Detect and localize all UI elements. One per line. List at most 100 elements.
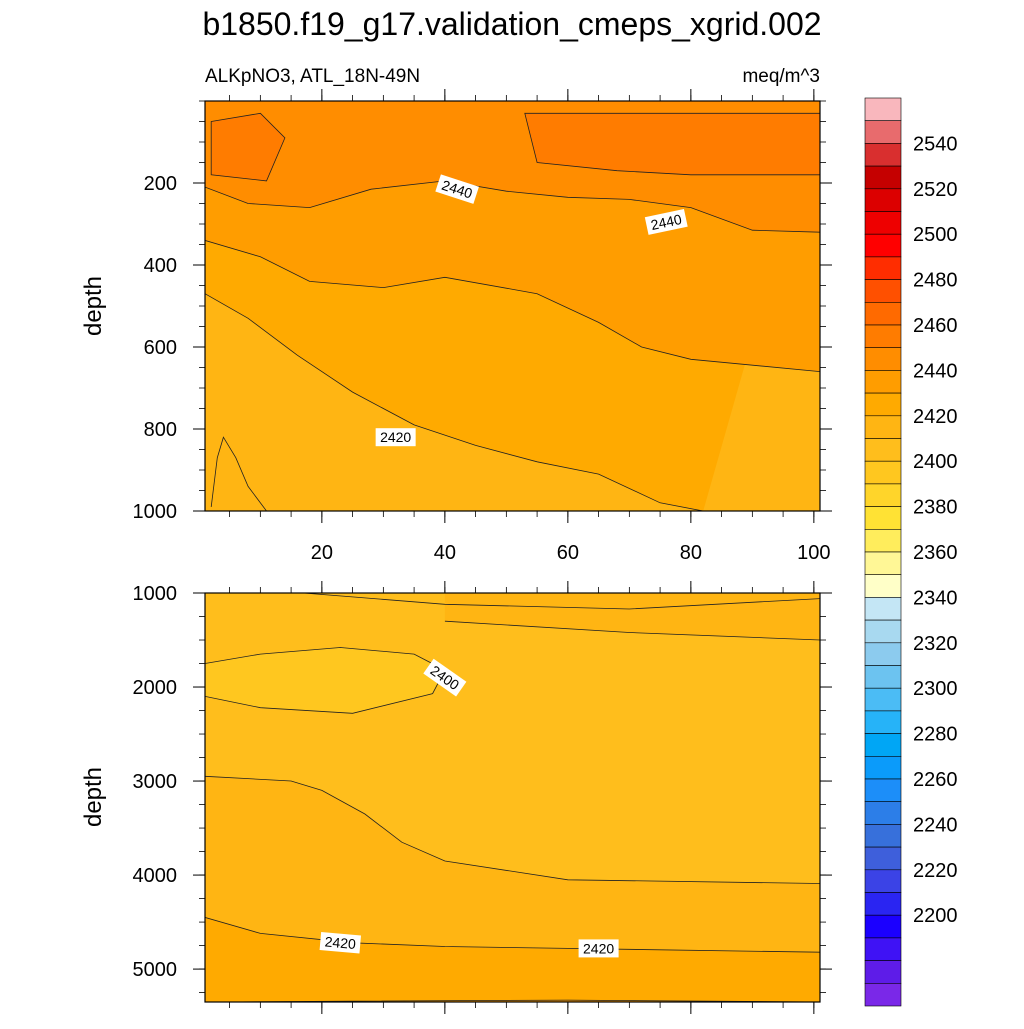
- colorbar: 2540 2520 2500 2480 2460 2440 2420 2400 2380 2360…: [864, 97, 958, 1007]
- y-tick-label: 2000: [133, 677, 178, 699]
- colorbar-swatch: [864, 824, 902, 848]
- contour-fill-core: [524, 113, 820, 175]
- colorbar-swatch: [864, 619, 902, 644]
- y-tick-label: 1000: [133, 501, 178, 523]
- colorbar-swatch: [864, 324, 902, 349]
- upper-panel: ALKpNO3, ATL_18N-49N meq/m^3 depth 24402…: [80, 66, 832, 564]
- colorbar-label: 2320: [913, 633, 958, 655]
- contour-fill-lens: [205, 647, 445, 714]
- colorbar-swatch: [864, 143, 902, 167]
- figure-title: b1850.f19_g17.validation_cmeps_xgrid.002: [202, 6, 821, 42]
- lower-panel: depth 2400 2420 2420 1000 2000 3000 4000 5000: [80, 581, 832, 1014]
- colorbar-swatch: [864, 233, 902, 258]
- colorbar-swatch: [864, 301, 902, 326]
- colorbar-swatch: [864, 347, 902, 371]
- colorbar-swatch: [864, 506, 902, 530]
- colorbar-swatch: [864, 982, 902, 1007]
- y-tick-label: 600: [144, 337, 177, 359]
- y-tick-label: 3000: [133, 771, 178, 793]
- colorbar-label: 2460: [913, 315, 958, 337]
- contour-fill-band: [444, 593, 820, 640]
- contour-line: [205, 180, 820, 233]
- colorbar-label: 2220: [913, 860, 958, 882]
- colorbar-label: 2280: [913, 724, 958, 746]
- colorbar-swatch: [864, 256, 902, 280]
- colorbar-swatch: [864, 392, 902, 417]
- colorbar-swatch: [864, 97, 902, 122]
- contour-line: [205, 293, 704, 511]
- y-axis-ticks: 1000 2000 3000 4000 5000: [133, 583, 832, 993]
- svg-text:2420: 2420: [583, 940, 614, 956]
- contour-fills: [205, 101, 820, 511]
- y-tick-label: 200: [144, 173, 177, 195]
- colorbar-swatch: [864, 892, 902, 916]
- colorbar-swatch: [864, 642, 902, 666]
- colorbar-swatch: [864, 914, 902, 939]
- x-axis-ticks: [229, 581, 815, 1014]
- contour-line: [210, 112, 286, 182]
- y-tick-label: 5000: [133, 959, 178, 981]
- colorbar-swatch: [864, 687, 902, 712]
- colorbar-swatch: [864, 755, 902, 780]
- contour-fill-low: [205, 437, 267, 511]
- contour-label: 2440: [644, 208, 688, 235]
- colorbar-swatch: [864, 528, 902, 553]
- contour-label: 2420: [578, 939, 619, 958]
- colorbar-swatch: [864, 188, 902, 212]
- colorbar-label: 2400: [913, 451, 958, 473]
- colorbar-swatch: [864, 733, 902, 757]
- colorbar-label: 2300: [913, 678, 958, 700]
- colorbar-label: 2340: [913, 587, 958, 609]
- colorbar-label: 2260: [913, 769, 958, 791]
- colorbar-swatch: [864, 120, 902, 144]
- colorbar-swatch: [864, 551, 902, 576]
- contour-line: [524, 112, 820, 176]
- contour-label: 2420: [375, 428, 416, 447]
- contour-line: [205, 775, 820, 884]
- colorbar-label: 2240: [913, 814, 958, 836]
- contour-label: 2420: [319, 932, 362, 954]
- colorbar-swatch: [864, 483, 902, 507]
- colorbar-label: 2200: [913, 905, 958, 927]
- colorbar-swatch: [864, 574, 902, 598]
- lower-plot-area: 2400 2420 2420 1000 2000 3000 4000 5000: [133, 581, 832, 1014]
- x-axis-ticks: 20 40 60 80 100: [229, 89, 831, 564]
- colorbar-label: 2380: [913, 497, 958, 519]
- colorbar-swatch: [864, 801, 902, 825]
- colorbar-label: 2540: [913, 133, 958, 155]
- colorbar-swatch: [864, 460, 902, 485]
- colorbar-swatch: [864, 279, 902, 303]
- colorbar-swatch: [864, 937, 902, 961]
- x-tick-label: 100: [797, 542, 830, 564]
- contour-fill-core: [211, 113, 285, 181]
- lower-y-axis-label: depth: [80, 767, 107, 827]
- contour-line: [210, 436, 267, 511]
- colorbar-swatch: [864, 370, 902, 394]
- colorbar-swatch: [864, 438, 902, 462]
- colorbar-swatch: [864, 869, 902, 893]
- x-tick-label: 40: [434, 542, 456, 564]
- colorbar-label: 2360: [913, 542, 958, 564]
- svg-text:2420: 2420: [380, 429, 411, 445]
- contour-label: 2400: [423, 658, 467, 697]
- contour-fills: [205, 593, 820, 1002]
- colorbar-swatch: [864, 665, 902, 689]
- contour-line: [205, 240, 820, 372]
- colorbar-label: 2420: [913, 406, 958, 428]
- x-tick-label: 60: [557, 542, 579, 564]
- y-tick-label: 400: [144, 255, 177, 277]
- colorbar-swatch: [864, 960, 902, 984]
- contour-line: [444, 620, 820, 641]
- y-axis-ticks: 200 400 600 800 1000: [133, 100, 832, 523]
- x-tick-label: 20: [311, 542, 333, 564]
- y-tick-label: 800: [144, 419, 177, 441]
- colorbar-swatch: [864, 846, 902, 871]
- colorbar-swatch: [864, 778, 902, 803]
- colorbar-swatch: [864, 597, 902, 621]
- contour-lines: [205, 112, 820, 511]
- svg-text:2420: 2420: [324, 933, 357, 952]
- x-tick-label: 80: [680, 542, 702, 564]
- svg-text:2440: 2440: [649, 211, 683, 233]
